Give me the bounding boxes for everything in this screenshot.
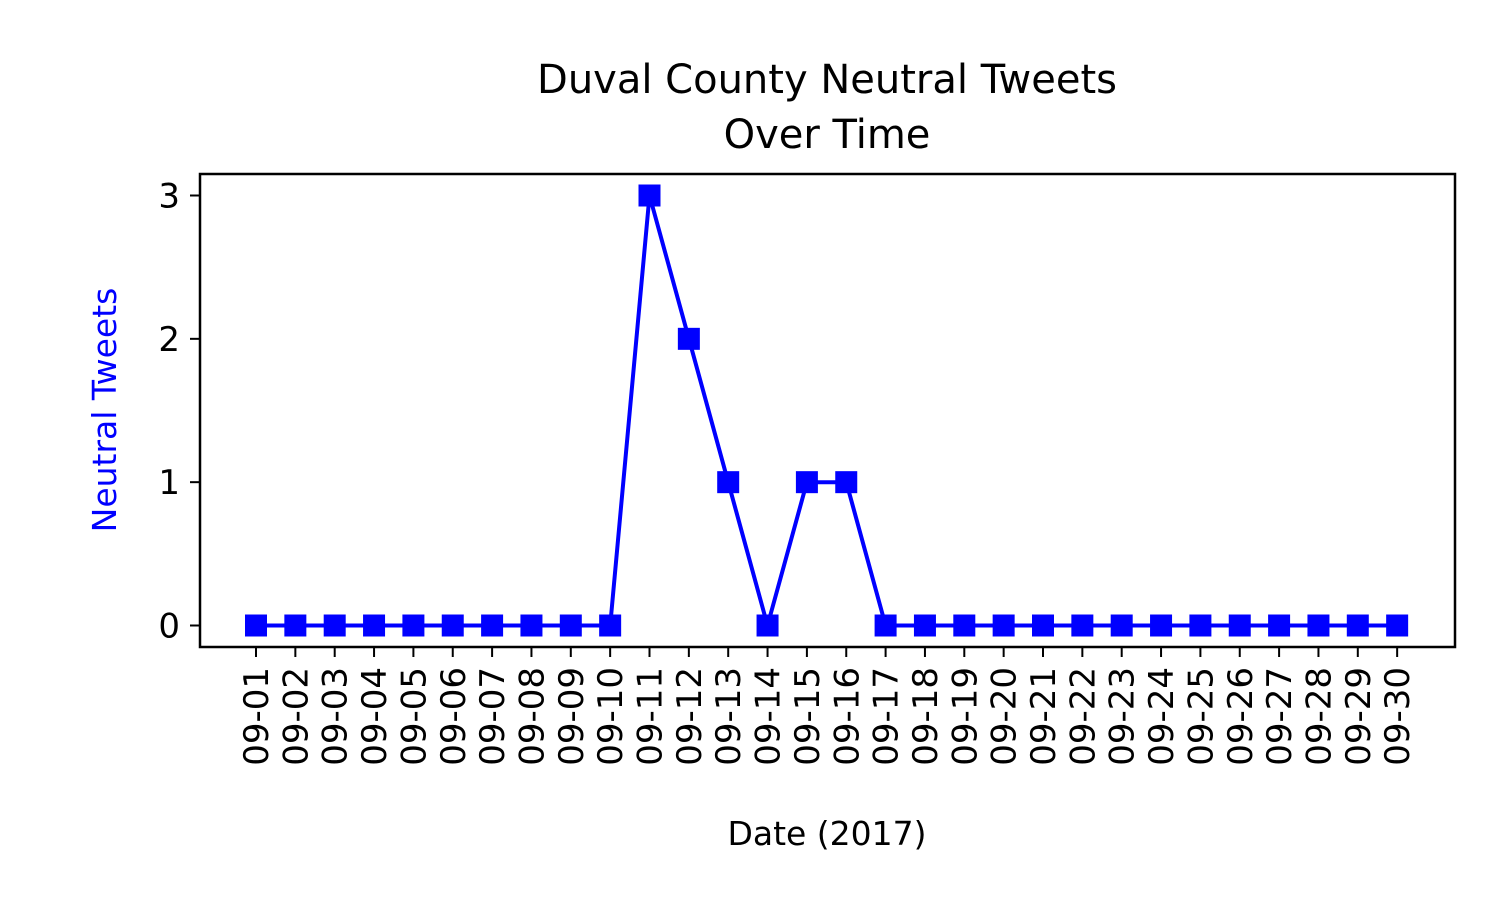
data-point-marker	[913, 614, 936, 637]
x-tick-label: 09-19	[945, 667, 985, 766]
x-tick-label: 09-20	[985, 667, 1025, 766]
x-tick-label: 09-25	[1181, 667, 1221, 766]
data-point-marker	[363, 614, 386, 637]
x-axis-label: Date (2017)	[727, 814, 926, 853]
data-point-marker	[1071, 614, 1094, 637]
x-tick-label: 09-08	[512, 667, 552, 766]
y-tick-label: 2	[158, 320, 180, 360]
x-tick-label: 09-17	[867, 667, 907, 766]
x-tick-label: 09-29	[1339, 667, 1379, 766]
data-point-marker	[559, 614, 582, 637]
x-tick-label: 09-09	[552, 667, 592, 766]
x-tick-label: 09-28	[1299, 667, 1339, 766]
x-tick-label: 09-05	[394, 667, 434, 766]
x-tick-label: 09-01	[237, 667, 277, 766]
x-tick-label: 09-26	[1221, 667, 1261, 766]
data-point-marker	[795, 471, 818, 494]
data-point-marker	[992, 614, 1015, 637]
data-point-marker	[520, 614, 543, 637]
y-axis-label: Neutral Tweets	[85, 288, 124, 533]
x-tick-label: 09-27	[1260, 667, 1300, 766]
chart-title-line-1: Duval County Neutral Tweets	[537, 57, 1117, 103]
x-tick-label: 09-11	[631, 667, 671, 766]
data-point-marker	[323, 614, 346, 637]
plot-frame	[198, 172, 1457, 649]
y-tick-label: 1	[158, 463, 180, 503]
series-line	[256, 193, 1398, 628]
data-point-marker	[441, 614, 464, 637]
data-point-marker	[874, 614, 897, 637]
x-tick-label: 09-07	[473, 667, 513, 766]
data-point-marker	[284, 614, 307, 637]
x-tick-label: 09-04	[355, 667, 395, 766]
data-point-marker	[717, 471, 740, 494]
x-tick-label: 09-21	[1024, 667, 1064, 766]
x-tick-label: 09-18	[906, 667, 946, 766]
data-point-marker	[1268, 614, 1291, 637]
y-tick-label: 0	[158, 607, 180, 647]
data-point-marker	[756, 614, 779, 637]
x-tick-label: 09-16	[827, 667, 867, 766]
data-point-marker	[835, 471, 858, 494]
data-point-marker	[1189, 614, 1212, 637]
data-point-marker	[402, 614, 425, 637]
data-point-marker	[1150, 614, 1173, 637]
data-point-marker	[599, 614, 622, 637]
data-point-marker	[677, 327, 700, 350]
x-tick-label: 09-14	[749, 667, 789, 766]
y-tick-label: 3	[158, 177, 180, 217]
data-point-marker	[953, 614, 976, 637]
chart-title-line-2: Over Time	[724, 112, 931, 158]
x-tick-label: 09-10	[591, 667, 631, 766]
x-tick-label: 09-15	[788, 667, 828, 766]
data-point-marker	[638, 184, 661, 207]
x-tick-label: 09-30	[1378, 667, 1418, 766]
x-tick-label: 09-22	[1063, 667, 1103, 766]
x-tick-label: 09-24	[1142, 667, 1182, 766]
data-point-marker	[1228, 614, 1251, 637]
data-point-marker	[1032, 614, 1054, 637]
x-tick-label: 09-03	[316, 667, 356, 766]
data-point-marker	[1110, 614, 1133, 637]
data-point-marker	[481, 614, 504, 637]
data-point-marker	[1386, 614, 1409, 637]
data-point-marker	[1346, 614, 1369, 637]
data-point-marker	[245, 614, 267, 637]
x-tick-label: 09-13	[709, 667, 749, 766]
x-tick-label: 09-23	[1103, 667, 1143, 766]
data-point-marker	[1307, 614, 1330, 637]
x-tick-label: 09-02	[276, 667, 316, 766]
x-tick-label: 09-06	[434, 667, 474, 766]
x-tick-label: 09-12	[670, 667, 710, 766]
